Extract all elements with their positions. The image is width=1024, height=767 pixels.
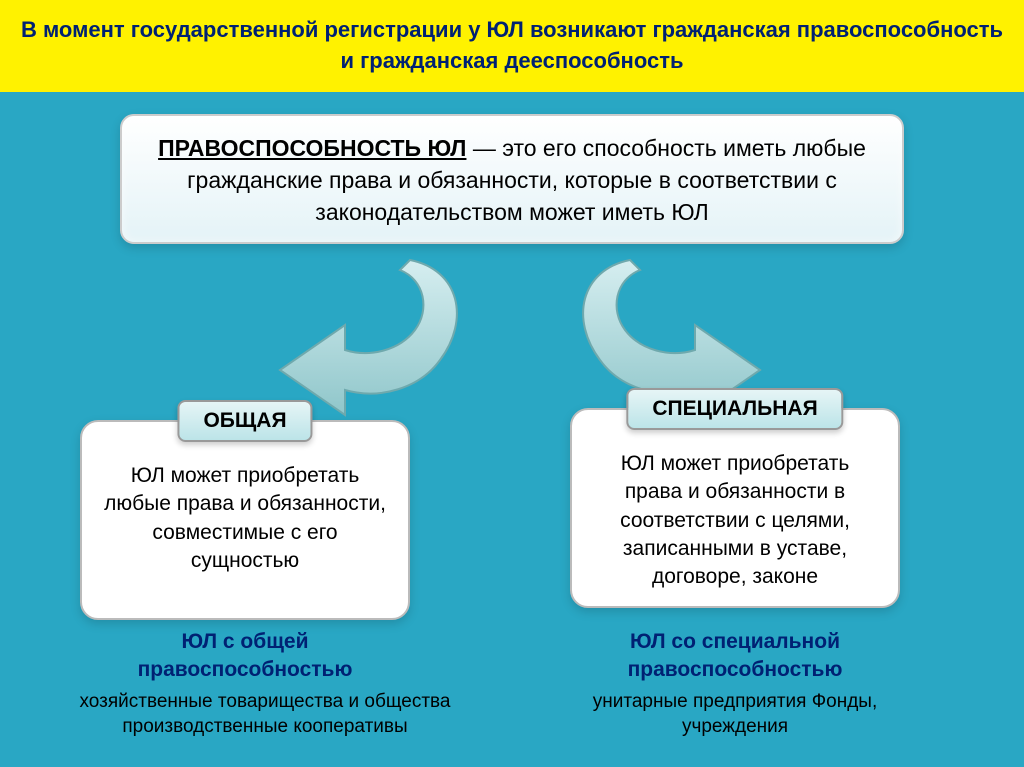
subtitle-special: ЮЛ со специальной правоспособностью bbox=[570, 628, 900, 685]
example-special-text: унитарные предприятия Фонды, учреждения bbox=[593, 691, 877, 737]
badge-special: СПЕЦИАЛЬНАЯ bbox=[626, 388, 843, 430]
definition-box: ПРАВОСПОСОБНОСТЬ ЮЛ — это его способност… bbox=[120, 114, 904, 244]
example-general: хозяйственные товарищества и общества пр… bbox=[30, 690, 500, 739]
example-general-text: хозяйственные товарищества и общества пр… bbox=[80, 691, 451, 737]
subtitle-special-text: ЮЛ со специальной правоспособностью bbox=[628, 630, 843, 681]
card-special-text: ЮЛ может приобретать права и обязанности… bbox=[620, 452, 850, 588]
badge-general: ОБЩАЯ bbox=[177, 400, 312, 442]
subtitle-general-text: ЮЛ с общей правоспособностью bbox=[138, 630, 353, 681]
badge-general-text: ОБЩАЯ bbox=[203, 407, 286, 435]
card-general: ОБЩАЯ ЮЛ может приобретать любые права и… bbox=[80, 420, 410, 620]
header-text: В момент государственной регистрации у Ю… bbox=[20, 15, 1004, 77]
example-special: унитарные предприятия Фонды, учреждения bbox=[570, 690, 900, 739]
card-general-text: ЮЛ может приобретать любые права и обяза… bbox=[104, 464, 386, 572]
badge-special-text: СПЕЦИАЛЬНАЯ bbox=[652, 395, 817, 423]
definition-term: ПРАВОСПОСОБНОСТЬ ЮЛ bbox=[158, 135, 466, 161]
slide-header: В момент государственной регистрации у Ю… bbox=[0, 0, 1024, 92]
subtitle-general: ЮЛ с общей правоспособностью bbox=[80, 628, 410, 685]
card-special: СПЕЦИАЛЬНАЯ ЮЛ может приобретать права и… bbox=[570, 408, 900, 608]
